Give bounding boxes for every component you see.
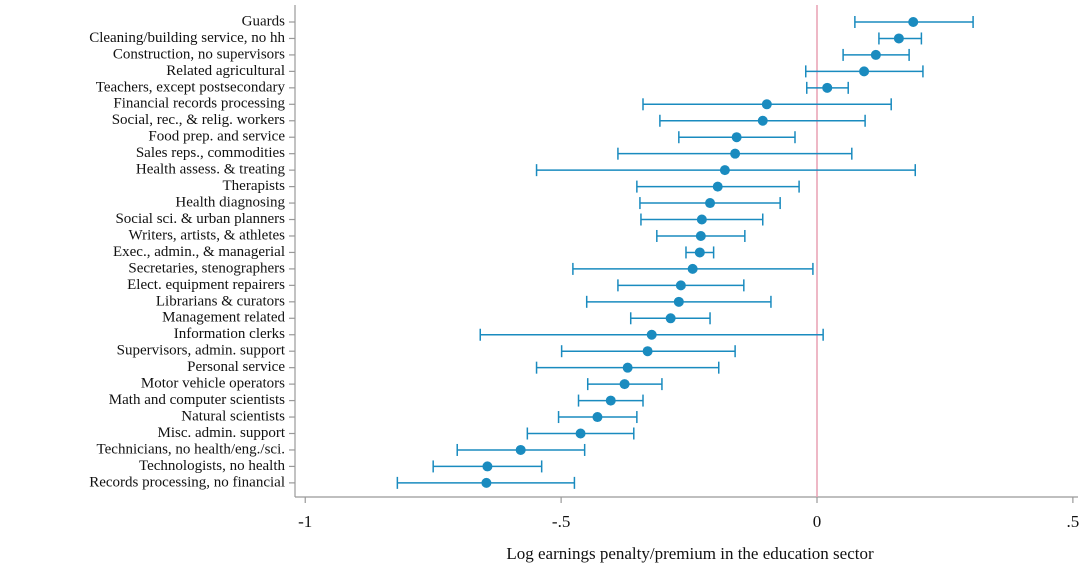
point	[731, 132, 742, 143]
point	[870, 49, 881, 60]
point	[695, 230, 706, 241]
y-tick-label: Related agricultural	[166, 63, 285, 79]
point	[761, 99, 772, 110]
point	[757, 115, 768, 126]
y-tick-label: Health assess. & treating	[136, 162, 286, 178]
point	[605, 395, 616, 406]
y-tick-label: Management related	[162, 310, 285, 326]
x-tick-label: .5	[1067, 512, 1080, 531]
y-tick-label: Misc. admin. support	[158, 425, 286, 441]
y-tick-label: Math and computer scientists	[109, 392, 285, 408]
y-tick-label: Technologists, no health	[139, 458, 286, 474]
y-tick-label: Construction, no supervisors	[113, 46, 285, 62]
y-tick-label: Librarians & curators	[156, 293, 285, 309]
point	[482, 461, 493, 472]
point	[859, 66, 870, 77]
y-tick-label: Therapists	[223, 178, 286, 194]
point	[908, 17, 919, 27]
y-tick-label: Guards	[242, 13, 285, 29]
point	[705, 198, 716, 209]
y-tick-label: Social, rec., & relig. workers	[112, 112, 285, 128]
point	[515, 444, 526, 455]
point	[822, 82, 833, 93]
y-tick-label: Writers, artists, & athletes	[129, 227, 286, 243]
y-tick-label: Technicians, no health/eng./sci.	[97, 441, 285, 457]
point	[575, 428, 586, 439]
y-tick-label: Elect. equipment repairers	[127, 277, 285, 293]
point	[619, 379, 630, 390]
y-tick-label: Cleaning/building service, no hh	[89, 30, 285, 46]
point	[592, 412, 603, 423]
y-tick-label: Food prep. and service	[148, 129, 285, 145]
y-tick-label: Natural scientists	[181, 408, 285, 424]
point	[481, 477, 492, 488]
y-tick-label: Teachers, except postsecondary	[96, 79, 286, 95]
point	[730, 148, 741, 159]
x-axis-label: Log earnings penalty/premium in the educ…	[506, 544, 874, 563]
y-tick-label: Motor vehicle operators	[141, 376, 285, 392]
y-tick-label: Information clerks	[174, 326, 285, 342]
y-tick-label: Social sci. & urban planners	[115, 211, 285, 227]
point	[687, 263, 698, 274]
point	[719, 165, 730, 176]
x-tick-label: 0	[813, 512, 822, 531]
y-tick-label: Exec., admin., & managerial	[113, 244, 285, 260]
y-tick-label: Financial records processing	[113, 96, 285, 112]
y-tick-label: Personal service	[187, 359, 285, 375]
y-tick-label: Health diagnosing	[175, 194, 285, 210]
point	[673, 296, 684, 307]
point	[675, 280, 686, 291]
y-tick-label: Sales reps., commodities	[136, 145, 285, 161]
point	[893, 33, 904, 44]
point	[646, 329, 657, 340]
x-tick-label: -.5	[552, 512, 570, 531]
point	[665, 313, 676, 324]
point	[642, 346, 653, 357]
x-tick-label: -1	[298, 512, 312, 531]
point	[622, 362, 633, 373]
point	[694, 247, 705, 258]
y-tick-label: Supervisors, admin. support	[117, 343, 286, 359]
y-tick-label: Records processing, no financial	[89, 474, 285, 490]
y-tick-label: Secretaries, stenographers	[128, 260, 285, 276]
point	[712, 181, 723, 192]
point	[696, 214, 707, 225]
